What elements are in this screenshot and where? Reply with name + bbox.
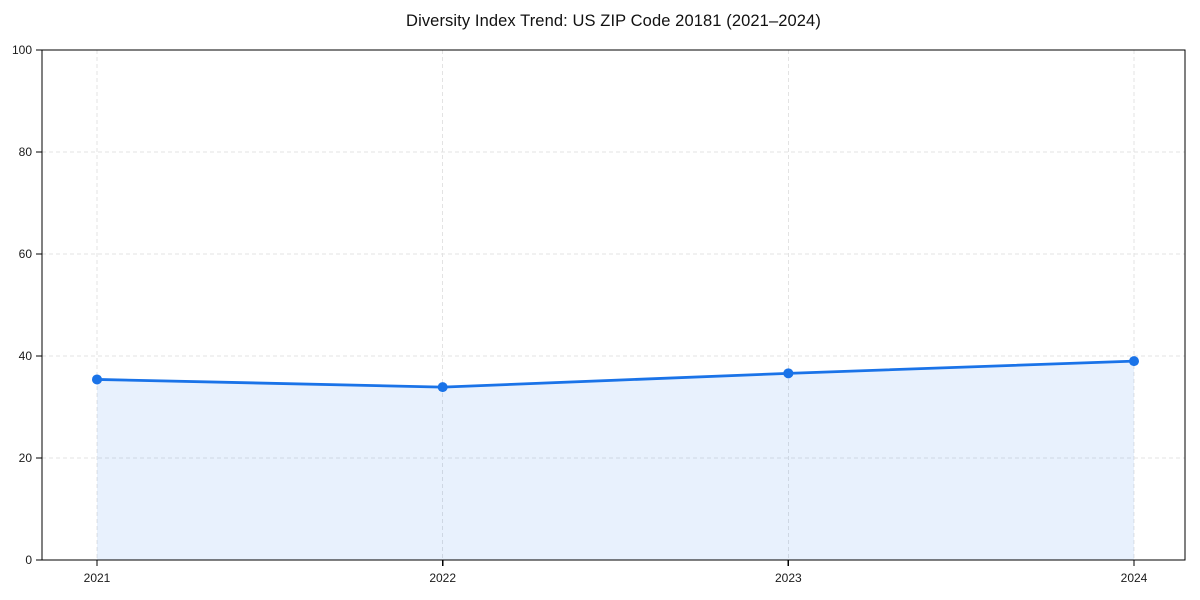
y-tick-label: 0	[25, 553, 32, 567]
trend-line	[95, 359, 1136, 389]
y-tick-label: 20	[19, 451, 33, 465]
data-point	[1129, 356, 1139, 367]
data-point	[92, 374, 102, 385]
plot-box	[41, 49, 1186, 561]
y-tick-label: 40	[19, 349, 33, 363]
x-tick-label: 2024	[1121, 571, 1148, 585]
data-point	[437, 382, 448, 393]
chart-title: Diversity Index Trend: US ZIP Code 20181…	[406, 12, 821, 30]
y-tick-label: 100	[12, 43, 32, 57]
y-tick-label: 60	[19, 247, 33, 261]
area-fill	[97, 361, 1134, 560]
x-tick-label: 2022	[429, 571, 456, 585]
data-point	[783, 368, 794, 379]
x-tick-label: 2023	[775, 571, 802, 585]
y-tick-label: 80	[19, 145, 33, 159]
x-tick-label: 2021	[84, 571, 111, 585]
